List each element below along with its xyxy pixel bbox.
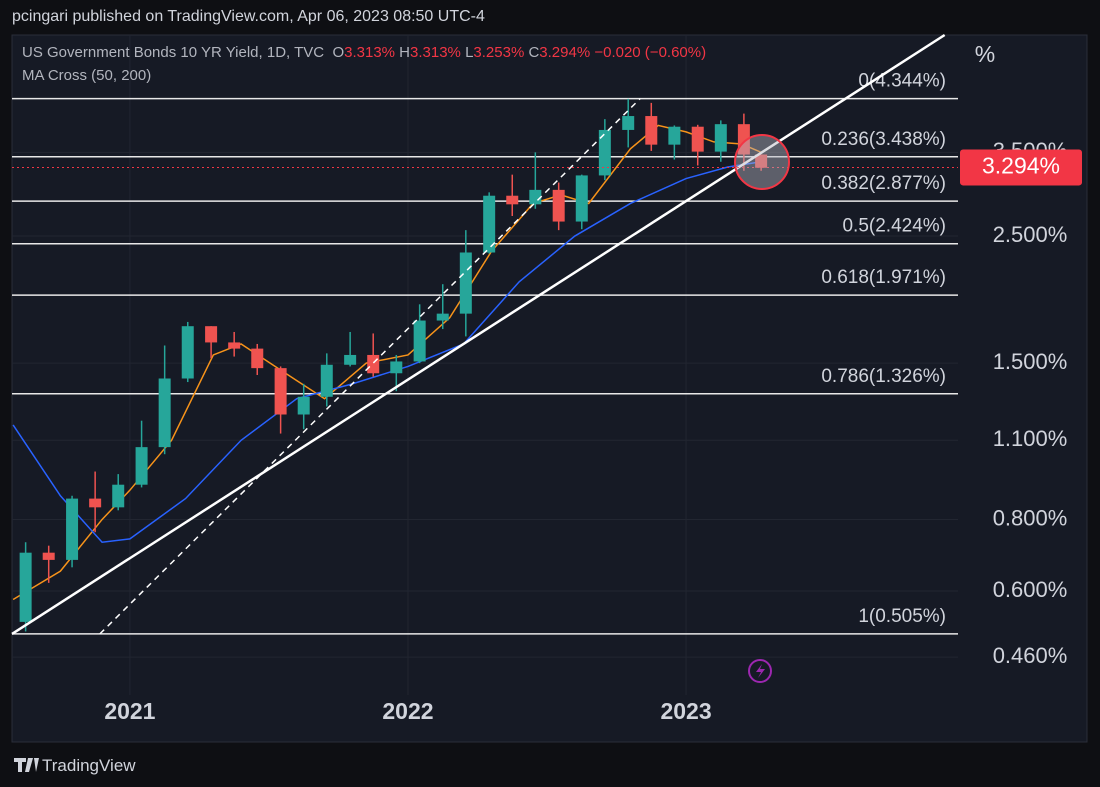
ohlc-value: 3.313% [410, 44, 461, 61]
candle-body [459, 252, 472, 314]
x-tick-label: 2022 [382, 698, 433, 724]
x-tick-label: 2021 [104, 698, 155, 724]
fib-label: 0.382(2.877%) [821, 173, 946, 194]
candle-body [506, 195, 519, 205]
trend-line [99, 98, 641, 635]
candle-body [645, 116, 658, 145]
candle-body [691, 126, 704, 152]
logo [14, 758, 39, 772]
candle-body [714, 124, 727, 152]
candle-body [297, 396, 310, 415]
ohlc-value: 3.313% [344, 44, 395, 61]
y-tick-label: 0.460% [993, 643, 1068, 668]
y-tick-label: 0.600% [993, 577, 1068, 602]
axis-unit: % [975, 41, 995, 67]
moving-average [12, 161, 762, 544]
ohlc-key: L [465, 44, 474, 61]
brand: TradingView [42, 756, 136, 775]
change: −0.020 (−0.60%) [594, 44, 707, 61]
candle-body [274, 368, 287, 415]
candle-body [344, 354, 357, 365]
candle-body [89, 498, 102, 508]
y-tick-label: 2.500% [993, 222, 1068, 247]
ohlc-key: O [332, 44, 345, 61]
candle-body [367, 354, 380, 374]
candle-body [19, 552, 32, 622]
event-icon[interactable] [748, 659, 772, 683]
candle-body [575, 175, 588, 222]
fib-label: 0.236(3.438%) [821, 129, 946, 150]
candle-body [42, 552, 55, 560]
legend: US Government Bonds 10 YR Yield, 1D, TVC… [22, 44, 706, 61]
candle-body [552, 189, 565, 222]
candle-body [413, 320, 426, 362]
price-badge [960, 149, 1082, 186]
candle-body [181, 326, 194, 379]
event-bolt [756, 664, 765, 678]
ohlc-value: 3.253% [473, 44, 525, 61]
candle-body [622, 116, 635, 130]
candle-body [205, 326, 218, 343]
candle-body [66, 498, 79, 560]
fib-label: 0.618(1.971%) [821, 267, 946, 288]
highlight-circle [734, 134, 790, 190]
candle-body [737, 124, 750, 155]
price-label: 3.294% [982, 153, 1060, 179]
candle-body [598, 129, 611, 176]
candle-body [755, 154, 768, 168]
candle-body [158, 378, 171, 448]
candle-body [320, 364, 333, 397]
candle-body [228, 342, 241, 349]
x-tick-label: 2023 [660, 698, 711, 724]
candle-body [668, 126, 681, 145]
candle-body [251, 348, 264, 369]
ohlc-key: C [528, 44, 540, 61]
candle-body [436, 313, 449, 321]
fib-label: 1(0.505%) [858, 606, 946, 627]
y-tick-label: 0.800% [993, 505, 1068, 530]
symbol: US Government Bonds 10 YR Yield, 1D, TVC [22, 44, 325, 61]
fib-label: 0.786(1.326%) [821, 366, 946, 387]
y-tick-label: 1.100% [993, 426, 1068, 451]
indicator-title[interactable]: MA Cross (50, 200) [22, 67, 152, 84]
ohlc-value: 3.294% [539, 44, 591, 61]
candle-body [390, 361, 403, 374]
trend-line [11, 33, 946, 635]
y-tick-label: 1.500% [993, 349, 1068, 374]
ohlc-key: H [399, 44, 411, 61]
candle-body [529, 189, 542, 205]
candle-body [483, 195, 496, 253]
candle-body [112, 484, 125, 508]
publisher: pcingari published on TradingView.com, A… [12, 8, 485, 25]
fib-label: 0.5(2.424%) [842, 216, 946, 237]
candle-body [135, 447, 148, 485]
